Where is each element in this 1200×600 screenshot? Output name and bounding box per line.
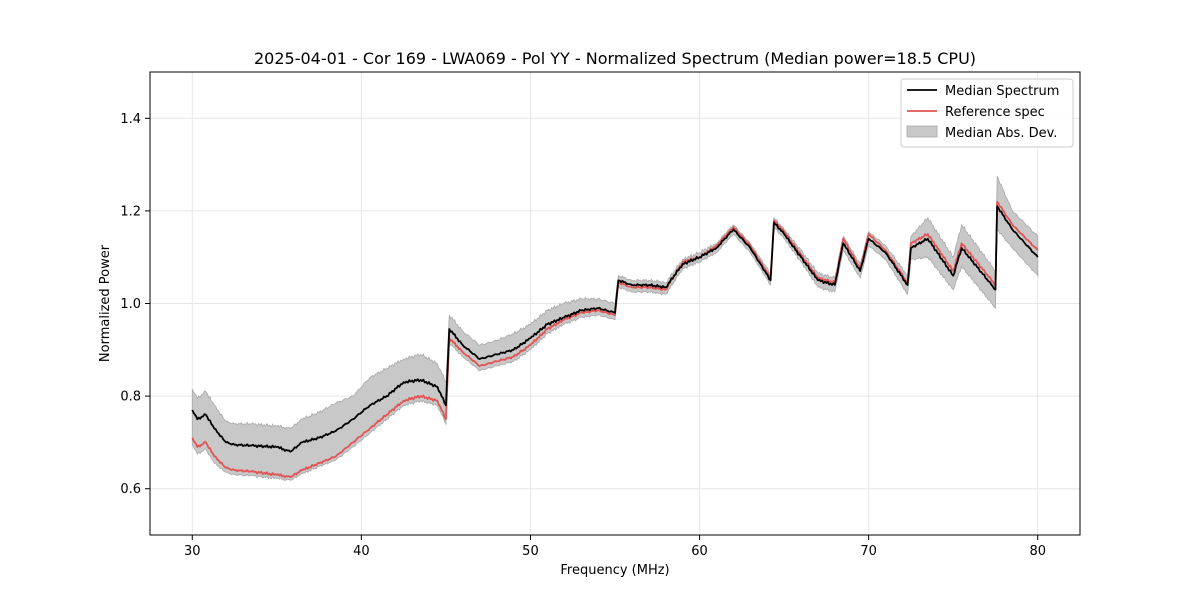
legend-mad-swatch (906, 125, 938, 138)
mad-band-layer (191, 176, 1039, 482)
x-tick-label: 70 (860, 544, 877, 559)
legend: Median Spectrum Reference spec Median Ab… (900, 78, 1074, 148)
x-tick-label: 80 (1029, 544, 1046, 559)
x-tick-label: 30 (184, 544, 201, 559)
legend-median-label: Median Spectrum (945, 84, 1059, 99)
legend-mad-label: Median Abs. Dev. (945, 126, 1057, 141)
y-tick-label: 0.6 (120, 482, 141, 497)
y-axis-label: Normalized Power (98, 244, 113, 362)
y-tick-label: 1.2 (120, 204, 141, 219)
chart-title: 2025-04-01 - Cor 169 - LWA069 - Pol YY -… (254, 49, 976, 68)
y-tick-label: 1.0 (120, 297, 141, 312)
legend-box (900, 78, 1074, 148)
y-tick-label: 1.4 (120, 112, 141, 127)
series-layer (191, 200, 1039, 479)
x-tick-label: 40 (353, 544, 370, 559)
x-axis-label: Frequency (MHz) (560, 563, 669, 578)
x-axis-ticks: 30 40 50 60 70 80 (184, 535, 1046, 559)
x-tick-label: 60 (691, 544, 708, 559)
legend-reference-label: Reference spec (945, 105, 1045, 120)
median-spectrum-line (191, 205, 1039, 453)
mad-band (191, 176, 1039, 482)
y-axis-ticks: 0.6 0.8 1.0 1.2 1.4 (120, 112, 150, 497)
y-tick-label: 0.8 (120, 390, 141, 405)
x-tick-label: 50 (522, 544, 539, 559)
